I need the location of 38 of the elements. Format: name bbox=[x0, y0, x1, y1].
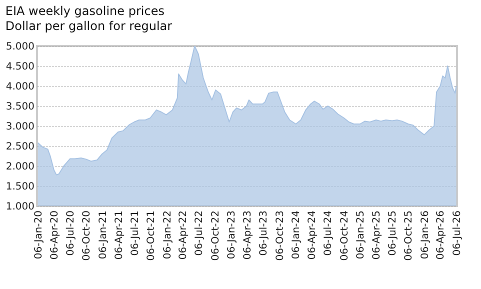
x-tick-label: 06-Apr-25 bbox=[371, 210, 382, 260]
x-tick-label: 06-Jul-24 bbox=[323, 210, 334, 256]
x-tick-label: 06-Jan-25 bbox=[356, 210, 367, 260]
x-tick-label: 06-Apr-20 bbox=[49, 210, 60, 260]
x-tick-label: 06-Apr-23 bbox=[242, 210, 254, 260]
x-tick-label: 06-Jan-24 bbox=[290, 210, 302, 260]
x-tick-label: 06-Jan-26 bbox=[420, 210, 431, 260]
y-tick-label: 4.000 bbox=[6, 82, 34, 92]
y-tick-label: 3.000 bbox=[6, 122, 34, 132]
x-tick-label: 06-Jul-21 bbox=[130, 210, 141, 256]
x-tick-label: 06-Oct-24 bbox=[339, 210, 350, 261]
x-tick-label: 06-Jul-26 bbox=[452, 210, 463, 256]
x-tick-label: 06-Apr-22 bbox=[178, 210, 190, 260]
x-tick-label: 06-Oct-23 bbox=[274, 210, 286, 261]
y-tick-label: 3.500 bbox=[6, 102, 34, 112]
y-tick-label: 2.000 bbox=[6, 162, 34, 172]
y-tick-label: 2.500 bbox=[6, 142, 34, 152]
x-tick-label: 06-Oct-20 bbox=[82, 210, 93, 261]
y-tick-label: 4.500 bbox=[6, 62, 34, 72]
x-tick-label: 06-Oct-25 bbox=[404, 210, 415, 261]
x-tick-label: 06-Apr-24 bbox=[307, 210, 318, 260]
x-tick-label: 06-Jul-20 bbox=[65, 210, 76, 256]
x-tick-label: 06-Jul-22 bbox=[194, 210, 206, 256]
x-tick-label: 06-Jan-22 bbox=[162, 210, 174, 260]
x-tick-label: 06-Jan-20 bbox=[33, 210, 44, 260]
x-tick-label: 06-Oct-21 bbox=[146, 210, 158, 261]
chart-subtitle: Dollar per gallon for regular bbox=[5, 19, 172, 33]
chart-title: EIA weekly gasoline prices bbox=[5, 4, 164, 18]
x-tick-label: 06-Oct-22 bbox=[210, 210, 222, 261]
x-tick-label: 06-Apr-26 bbox=[436, 210, 447, 260]
y-tick-label: 5.000 bbox=[6, 42, 34, 52]
y-tick-label: 1.500 bbox=[6, 182, 34, 192]
x-tick-label: 06-Jan-21 bbox=[98, 210, 109, 260]
x-tick-label: 06-Jul-25 bbox=[387, 210, 398, 256]
x-tick-label: 06-Jan-23 bbox=[226, 210, 238, 260]
x-tick-label: 06-Jul-23 bbox=[258, 210, 270, 256]
y-tick-label: 1.000 bbox=[6, 202, 34, 212]
x-tick-label: 06-Apr-21 bbox=[114, 210, 125, 260]
